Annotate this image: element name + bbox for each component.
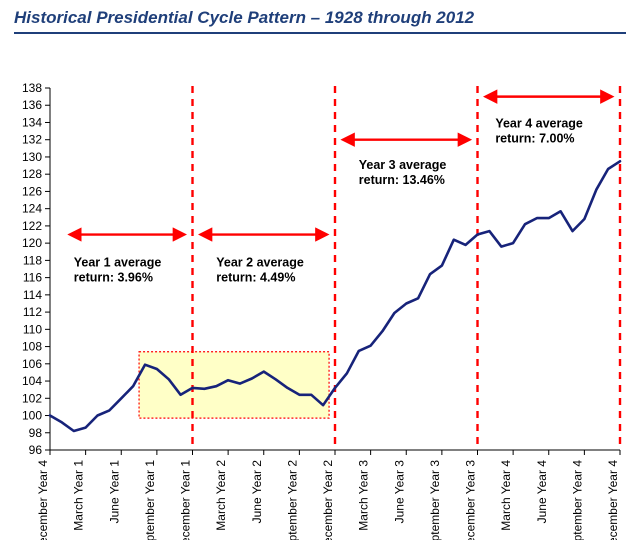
y-tick-label: 118 [23,253,42,267]
y-tick-label: 126 [22,184,42,198]
annotation-text: return: 7.00% [495,132,574,146]
x-tick-label: December Year 4 [606,460,620,540]
y-tick-label: 100 [22,409,42,423]
y-tick-label: 122 [22,219,42,233]
highlight-box [139,352,329,418]
x-tick-label: June Year 4 [535,460,549,524]
y-tick-label: 114 [23,288,42,302]
y-tick-label: 104 [22,374,42,388]
y-tick-label: 116 [23,271,42,285]
x-tick-label: September Year 2 [285,460,299,540]
title-rule [14,32,626,34]
x-tick-label: March Year 2 [214,460,228,531]
y-tick-label: 108 [22,340,42,354]
x-tick-label: March Year 1 [72,460,86,531]
x-tick-label: December Year 1 [179,460,193,540]
y-tick-label: 128 [22,167,42,181]
chart-title: Historical Presidential Cycle Pattern – … [14,8,474,28]
annotation-text: return: 3.96% [74,270,153,284]
annotation-text: Year 2 average [216,255,304,269]
presidential-cycle-chart: 96 98 100 102 104 106 108 110 112 114 116 118 120 122… [0,40,640,540]
y-tick-label: 136 [22,98,42,112]
y-tick-label: 132 [22,133,42,147]
x-tick-label: December Year 3 [464,460,478,540]
x-tick-label: June Year 1 [107,460,121,524]
x-tick-label: September Year 1 [143,460,157,540]
y-tick-label: 112 [23,305,42,319]
y-tick-label: 98 [29,426,43,440]
y-tick-label: 124 [22,202,42,216]
x-tick-label: September Year 3 [428,460,442,540]
y-tick-label: 106 [22,357,42,371]
y-tick-label: 110 [23,322,42,336]
y-tick-label: 134 [22,115,42,129]
annotation-text: Year 1 average [74,255,162,269]
annotation-text: return: 13.46% [359,173,445,187]
y-tick-label: 138 [22,81,42,95]
x-tick-label: September Year 4 [570,460,584,540]
annotation-text: return: 4.49% [216,270,295,284]
x-tick-label: June Year 3 [392,460,406,524]
y-tick-label: 96 [29,443,43,457]
annotation-text: Year 3 average [359,158,447,172]
x-tick-label: December Year 4 [36,460,50,540]
y-tick-label: 102 [22,391,42,405]
x-tick-label: June Year 2 [250,460,264,524]
annotation-text: Year 4 average [495,117,583,131]
y-tick-label: 120 [22,236,42,250]
x-tick-label: March Year 4 [499,460,513,531]
x-tick-label: December Year 2 [321,460,335,540]
x-tick-label: March Year 3 [357,460,371,531]
y-tick-label: 130 [22,150,42,164]
